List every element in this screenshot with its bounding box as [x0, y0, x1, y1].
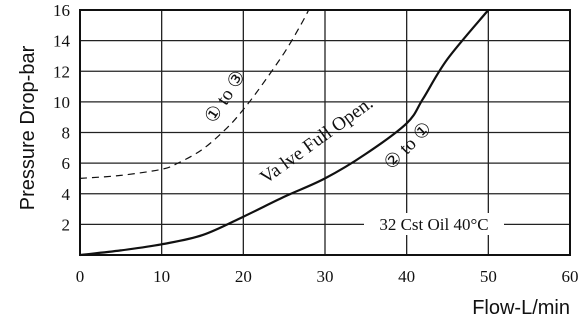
x-axis-title: Flow-L/min	[472, 297, 570, 319]
y-tick-label-2: 6	[62, 154, 71, 173]
x-tick-label-6: 60	[562, 267, 579, 286]
x-tick-label-2: 20	[235, 267, 252, 286]
x-tick-label-5: 50	[480, 267, 497, 286]
series-line-1	[79, 9, 490, 257]
x-tick-label-1: 10	[153, 267, 170, 286]
y-tick-label-3: 8	[62, 124, 71, 143]
x-tick-label-4: 40	[398, 267, 415, 286]
plot-frame	[79, 9, 571, 256]
x-tick-label-3: 30	[317, 267, 334, 286]
y-tick-labels: 2 4 6 8 10 12 14 16	[53, 1, 71, 234]
y-tick-label-0: 2	[62, 215, 71, 234]
grid-lines	[80, 10, 570, 255]
series-line-2	[79, 9, 310, 179]
series-lines	[79, 9, 490, 257]
y-tick-label-4: 10	[53, 93, 70, 112]
y-tick-label-7: 16	[53, 1, 70, 20]
x-tick-label-0: 0	[76, 267, 85, 286]
y-tick-label-6: 14	[53, 32, 71, 51]
y-tick-label-5: 12	[53, 62, 70, 81]
y-axis-title: Pressure Drop-bar	[17, 45, 39, 210]
x-tick-labels: 0 10 20 30 40 50 60	[76, 267, 579, 286]
annotation-oil-conditions: 32 Cst Oil 40°C	[379, 215, 488, 234]
oil-note-background	[364, 213, 504, 235]
y-tick-label-1: 4	[62, 185, 71, 204]
